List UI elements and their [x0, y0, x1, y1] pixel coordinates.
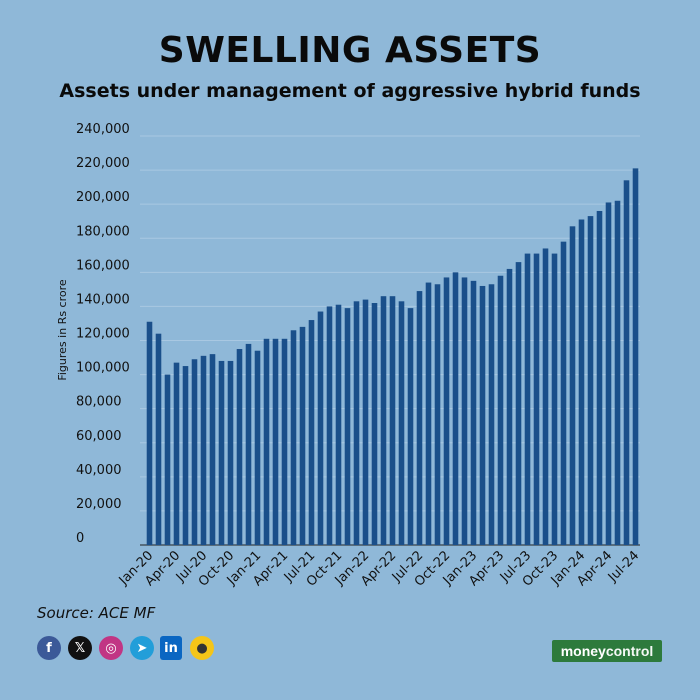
brand-part-2: control — [605, 643, 654, 659]
linkedin-icon[interactable]: in — [160, 636, 182, 660]
bar-nov-22 — [452, 272, 459, 545]
y-tick-label: 60,000 — [76, 429, 122, 444]
bar-jun-21 — [299, 326, 306, 545]
brand-part-1: money — [560, 643, 606, 659]
y-tick-label: 200,000 — [76, 190, 130, 205]
bar-jun-22 — [407, 308, 414, 545]
bar-nov-23 — [560, 241, 567, 546]
x-tick-label: Jul-24 — [605, 548, 642, 585]
bar-apr-20 — [173, 362, 180, 545]
bars — [146, 168, 639, 546]
bar-sep-21 — [326, 306, 333, 545]
bar-jul-20 — [200, 355, 207, 545]
y-axis-label: Figures in Rs crore — [56, 279, 69, 381]
bar-aug-20 — [209, 354, 216, 545]
y-tick-label: 0 — [76, 531, 84, 546]
bar-mar-22 — [380, 296, 387, 545]
bar-dec-22 — [461, 277, 468, 545]
facebook-icon[interactable]: f — [37, 636, 61, 660]
bar-jan-20 — [146, 321, 153, 545]
bar-may-21 — [290, 330, 297, 545]
bar-oct-21 — [335, 304, 342, 545]
telegram-icon[interactable]: ➤ — [130, 636, 154, 660]
bar-feb-24 — [587, 216, 594, 546]
x-icon[interactable]: 𝕏 — [68, 636, 92, 660]
bar-mar-21 — [272, 338, 279, 545]
bar-aug-21 — [317, 311, 324, 545]
y-tick-label: 140,000 — [76, 292, 130, 307]
instagram-icon[interactable]: ◎ — [99, 636, 123, 660]
bar-may-24 — [614, 200, 621, 545]
bar-aug-22 — [425, 282, 432, 545]
koo-icon[interactable]: ● — [190, 636, 214, 660]
bar-sep-22 — [434, 284, 441, 545]
bar-nov-21 — [344, 308, 351, 545]
y-tick-label: 180,000 — [76, 224, 130, 239]
bar-dec-21 — [353, 301, 360, 545]
bar-dec-23 — [569, 226, 576, 545]
bar-jun-23 — [515, 262, 522, 545]
bar-jun-20 — [191, 359, 198, 545]
y-tick-label: 220,000 — [76, 156, 130, 171]
bar-apr-24 — [605, 202, 612, 545]
y-tick-label: 240,000 — [76, 122, 130, 137]
bar-may-20 — [182, 366, 189, 545]
y-tick-label: 40,000 — [76, 463, 122, 478]
bar-apr-21 — [281, 338, 288, 545]
y-tick-label: 100,000 — [76, 361, 130, 376]
bar-oct-23 — [551, 253, 558, 545]
bar-apr-22 — [389, 296, 396, 545]
moneycontrol-logo: money control — [552, 640, 662, 662]
bar-sep-23 — [542, 248, 549, 545]
bar-jul-22 — [416, 291, 423, 545]
y-axis-ticks: 0 20,000 40,000 60,000 80,000 100,000 120,000 1… — [76, 122, 130, 546]
chart-title: SWELLING ASSETS — [158, 30, 542, 71]
bar-jul-21 — [308, 320, 315, 545]
bar-jan-23 — [470, 280, 477, 545]
bar-jul-24 — [632, 168, 639, 546]
y-tick-label: 80,000 — [76, 395, 122, 410]
bar-oct-20 — [227, 360, 234, 545]
bar-apr-23 — [497, 275, 504, 545]
chart-subtitle: Assets under management of aggressive hy… — [59, 80, 641, 102]
bar-jul-23 — [524, 253, 531, 545]
bar-jun-24 — [623, 180, 630, 545]
bar-mar-23 — [488, 284, 495, 545]
y-tick-label: 120,000 — [76, 327, 130, 342]
bar-nov-20 — [236, 349, 243, 545]
bar-may-23 — [506, 268, 513, 545]
bar-feb-23 — [479, 285, 486, 545]
source-note: Source: ACE MF — [37, 604, 156, 622]
bar-jan-21 — [254, 350, 261, 545]
bar-mar-24 — [596, 210, 603, 545]
y-tick-label: 160,000 — [76, 258, 130, 273]
bar-may-22 — [398, 301, 405, 545]
bar-feb-21 — [263, 338, 270, 545]
bar-dec-20 — [245, 343, 252, 545]
x-axis-ticks: Jan-20Apr-20Jul-20Oct-20Jan-21Apr-21Jul-… — [116, 548, 643, 590]
bar-mar-20 — [164, 374, 171, 545]
bar-sep-20 — [218, 360, 225, 545]
bar-oct-22 — [443, 277, 450, 545]
bar-jan-22 — [362, 299, 369, 545]
bar-jan-24 — [578, 219, 585, 546]
y-tick-label: 20,000 — [76, 497, 122, 512]
bar-feb-22 — [371, 303, 378, 545]
bar-feb-20 — [155, 333, 162, 545]
bar-aug-23 — [533, 253, 540, 545]
